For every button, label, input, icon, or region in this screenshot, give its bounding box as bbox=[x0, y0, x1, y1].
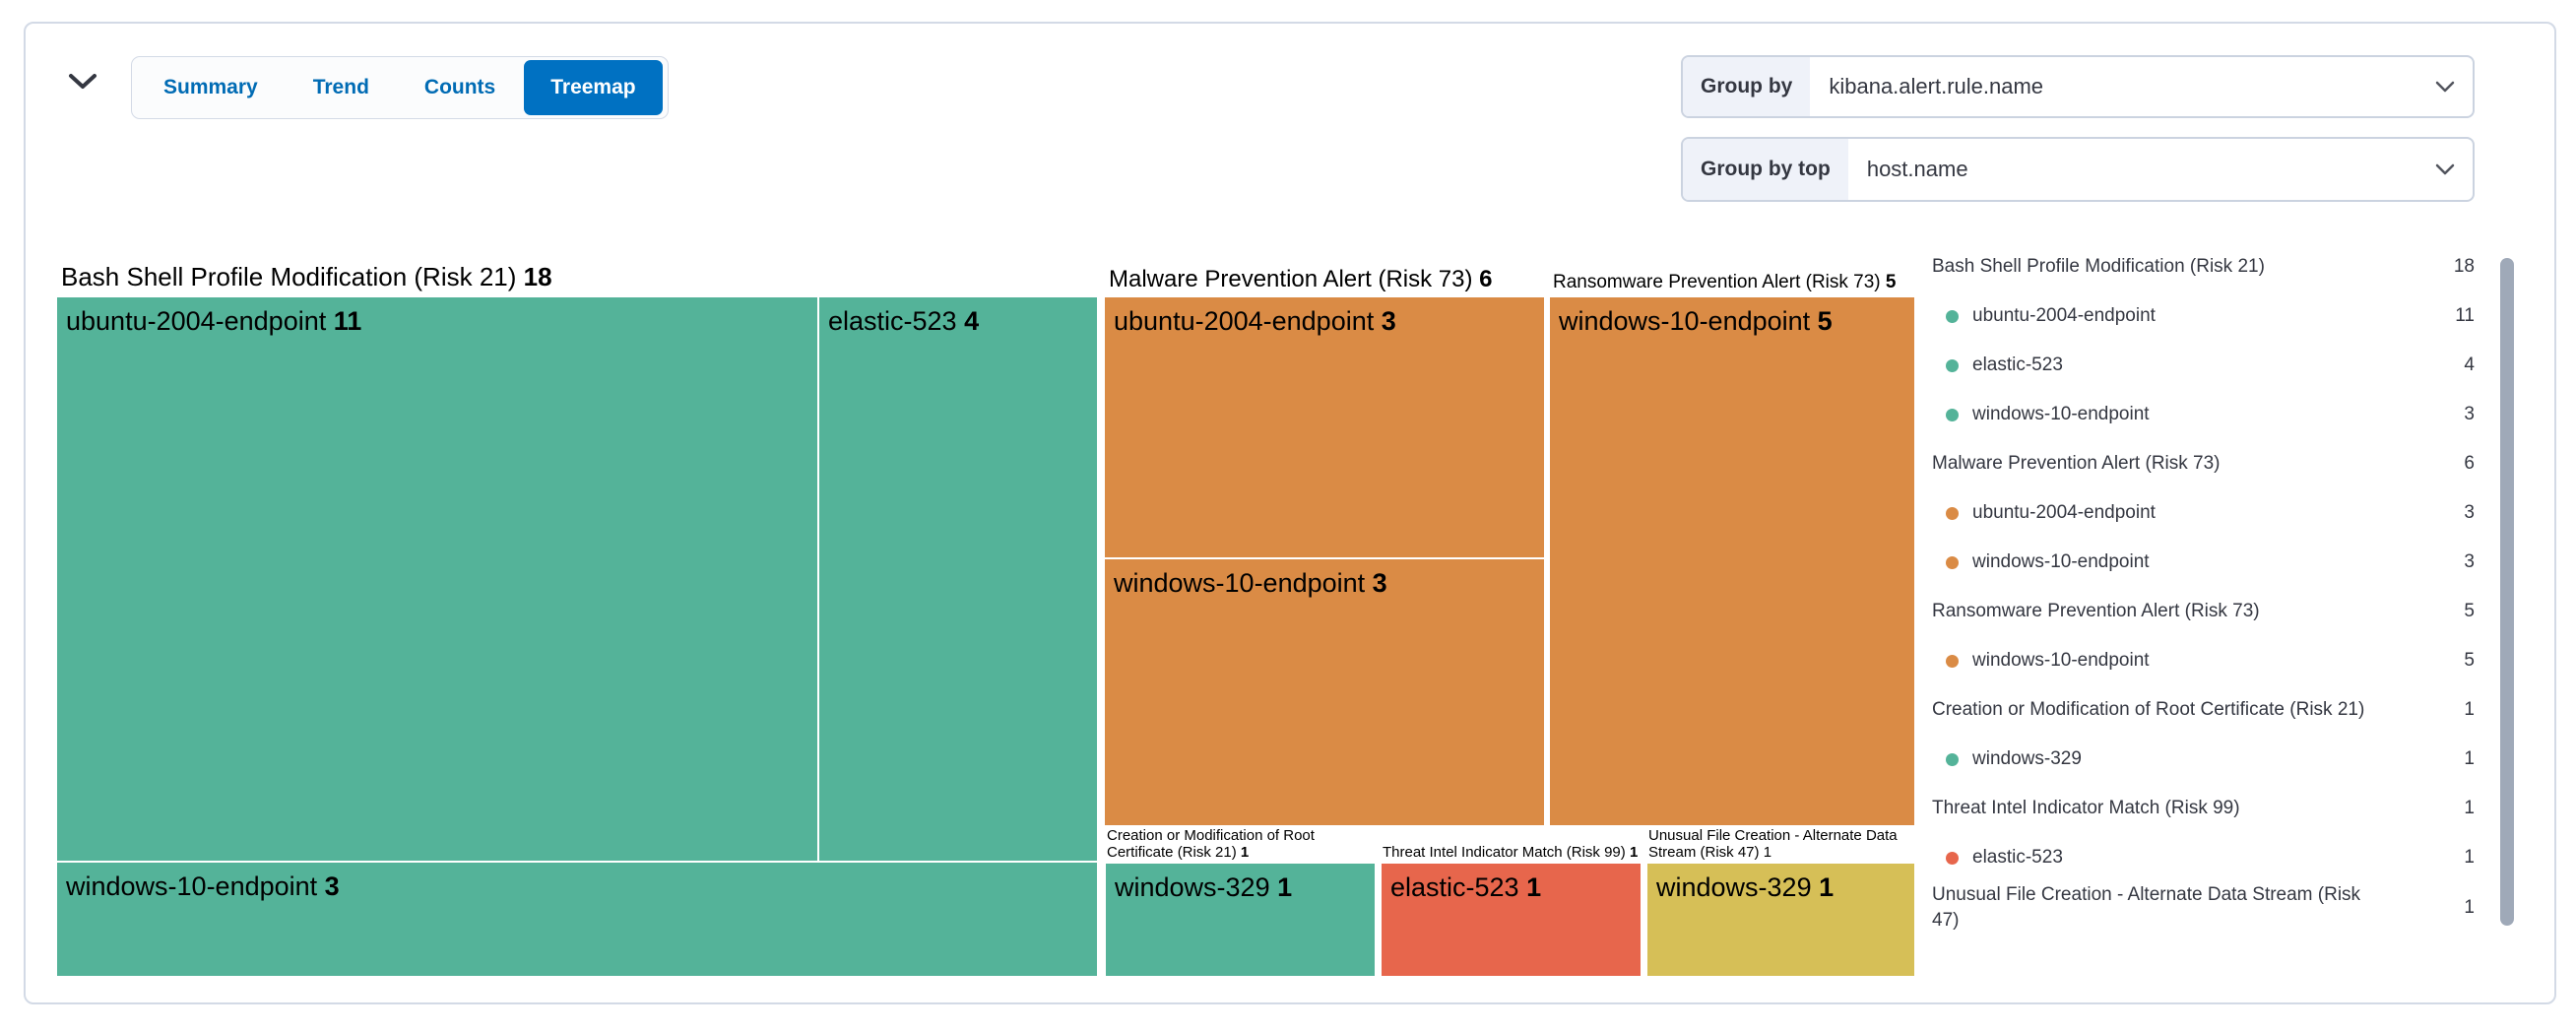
legend-color-dot bbox=[1946, 309, 1959, 323]
treemap-tile-label: windows-329 1 bbox=[1656, 872, 1835, 902]
legend-label: elastic-523 bbox=[1972, 847, 2063, 869]
tab-treemap[interactable]: Treemap bbox=[524, 60, 663, 115]
treemap-tile-label: windows-10-endpoint 3 bbox=[66, 871, 340, 901]
legend-group-header[interactable]: Bash Shell Profile Modification (Risk 21… bbox=[1932, 242, 2475, 291]
legend-color-dot bbox=[1946, 654, 1959, 668]
legend-label: ubuntu-2004-endpoint bbox=[1972, 502, 2156, 524]
treemap-tile[interactable]: ubuntu-2004-endpoint 3 bbox=[1105, 297, 1544, 557]
chevron-down-icon bbox=[66, 73, 99, 96]
group-by-top-label: Group by top bbox=[1683, 139, 1848, 200]
group-by-select[interactable]: Group by kibana.alert.rule.name bbox=[1681, 55, 2475, 118]
legend-label: Threat Intel Indicator Match (Risk 99) bbox=[1932, 798, 2240, 819]
tab-counts[interactable]: Counts bbox=[398, 60, 522, 115]
treemap-group-header[interactable]: Bash Shell Profile Modification (Risk 21… bbox=[61, 262, 552, 291]
treemap-tile-label: windows-10-endpoint 5 bbox=[1559, 306, 1833, 336]
legend-scrollbar-thumb[interactable] bbox=[2500, 258, 2514, 926]
legend-color-dot bbox=[1946, 555, 1959, 569]
treemap-group-header[interactable]: Creation or Modification of Root Certifi… bbox=[1107, 827, 1315, 862]
treemap-tile-label: elastic-523 4 bbox=[828, 306, 980, 336]
group-by-value: kibana.alert.rule.name bbox=[1829, 74, 2044, 98]
treemap-tile[interactable]: elastic-523 1 bbox=[1382, 864, 1641, 976]
legend-count: 11 bbox=[2455, 305, 2475, 326]
legend-label: elastic-523 bbox=[1972, 355, 2063, 376]
legend-group-header[interactable]: Ransomware Prevention Alert (Risk 73) 5 bbox=[1932, 587, 2475, 636]
treemap-group-header[interactable]: Ransomware Prevention Alert (Risk 73) 5 bbox=[1553, 272, 1897, 292]
legend-color-dot bbox=[1946, 358, 1959, 372]
chevron-down-icon bbox=[2433, 79, 2457, 95]
legend-item[interactable]: ubuntu-2004-endpoint 3 bbox=[1932, 488, 2475, 538]
legend-label: Unusual File Creation - Alternate Data S… bbox=[1932, 884, 2361, 931]
legend-color-dot bbox=[1946, 408, 1959, 421]
legend-count: 3 bbox=[2464, 551, 2475, 572]
group-by-top-value: host.name bbox=[1866, 157, 1968, 181]
legend-item[interactable]: elastic-523 4 bbox=[1932, 341, 2475, 390]
legend-label: Ransomware Prevention Alert (Risk 73) bbox=[1932, 601, 2260, 622]
legend-count: 6 bbox=[2464, 453, 2475, 474]
legend-count: 1 bbox=[2464, 699, 2475, 720]
legend-item[interactable]: windows-10-endpoint 3 bbox=[1932, 390, 2475, 439]
treemap-tile[interactable]: windows-10-endpoint 5 bbox=[1550, 297, 1914, 825]
legend-count: 1 bbox=[2464, 748, 2475, 769]
treemap-tile-label: ubuntu-2004-endpoint 11 bbox=[66, 306, 362, 336]
legend-label: windows-10-endpoint bbox=[1972, 404, 2150, 425]
treemap-group-header[interactable]: Unusual File Creation - Alternate Data S… bbox=[1648, 827, 1898, 862]
legend-item[interactable]: elastic-523 1 bbox=[1932, 833, 2475, 882]
legend-color-dot bbox=[1946, 752, 1959, 766]
legend-item[interactable]: ubuntu-2004-endpoint 11 bbox=[1932, 291, 2475, 341]
treemap-tile[interactable]: windows-329 1 bbox=[1647, 864, 1914, 976]
legend-group-header[interactable]: Malware Prevention Alert (Risk 73) 6 bbox=[1932, 439, 2475, 488]
legend-count: 18 bbox=[2453, 256, 2475, 277]
legend-count: 4 bbox=[2464, 355, 2475, 375]
treemap-tile-label: windows-10-endpoint 3 bbox=[1114, 568, 1387, 598]
collapse-toggle-button[interactable] bbox=[59, 61, 106, 104]
treemap-tile[interactable]: windows-329 1 bbox=[1106, 864, 1375, 976]
chevron-down-icon bbox=[2433, 161, 2457, 177]
legend-label: windows-329 bbox=[1972, 748, 2082, 770]
legend-group-header[interactable]: Unusual File Creation - Alternate Data S… bbox=[1932, 882, 2475, 933]
legend-label: Bash Shell Profile Modification (Risk 21… bbox=[1932, 256, 2265, 278]
legend-count: 1 bbox=[2464, 896, 2475, 918]
legend-label: windows-10-endpoint bbox=[1972, 551, 2150, 573]
tab-trend[interactable]: Trend bbox=[287, 60, 396, 115]
tab-summary[interactable]: Summary bbox=[137, 60, 285, 115]
treemap-tile[interactable]: ubuntu-2004-endpoint 11 bbox=[57, 297, 817, 861]
legend-label: Creation or Modification of Root Certifi… bbox=[1932, 699, 2365, 721]
group-by-label: Group by bbox=[1683, 57, 1811, 116]
treemap-tile-label: windows-329 1 bbox=[1115, 872, 1293, 902]
treemap-tile[interactable]: windows-10-endpoint 3 bbox=[57, 863, 1097, 976]
legend-count: 3 bbox=[2464, 404, 2475, 424]
legend-count: 1 bbox=[2464, 798, 2475, 818]
treemap-tile-label: ubuntu-2004-endpoint 3 bbox=[1114, 306, 1396, 336]
treemap-group-header[interactable]: Threat Intel Indicator Match (Risk 99) 1 bbox=[1383, 844, 1639, 861]
legend-label: windows-10-endpoint bbox=[1972, 650, 2150, 672]
legend-label: Malware Prevention Alert (Risk 73) bbox=[1932, 453, 2221, 475]
legend-count: 5 bbox=[2464, 650, 2475, 671]
legend-group-header[interactable]: Threat Intel Indicator Match (Risk 99) 1 bbox=[1932, 784, 2475, 833]
group-by-top-select[interactable]: Group by top host.name bbox=[1681, 137, 2475, 202]
treemap-legend: Bash Shell Profile Modification (Risk 21… bbox=[1932, 242, 2475, 933]
treemap-tile[interactable]: elastic-523 4 bbox=[819, 297, 1097, 861]
treemap-group-header[interactable]: Malware Prevention Alert (Risk 73) 6 bbox=[1109, 266, 1493, 292]
legend-count: 5 bbox=[2464, 601, 2475, 621]
legend-item[interactable]: windows-10-endpoint 3 bbox=[1932, 538, 2475, 587]
legend-item[interactable]: windows-10-endpoint 5 bbox=[1932, 636, 2475, 685]
legend-group-header[interactable]: Creation or Modification of Root Certifi… bbox=[1932, 685, 2475, 735]
legend-label: ubuntu-2004-endpoint bbox=[1972, 305, 2156, 327]
legend-item[interactable]: windows-329 1 bbox=[1932, 735, 2475, 784]
treemap-tile-label: elastic-523 1 bbox=[1390, 872, 1542, 902]
treemap-tile[interactable]: windows-10-endpoint 3 bbox=[1105, 559, 1544, 825]
legend-count: 3 bbox=[2464, 502, 2475, 523]
legend-color-dot bbox=[1946, 506, 1959, 520]
legend-count: 1 bbox=[2464, 847, 2475, 868]
view-tab-group: Summary Trend Counts Treemap bbox=[131, 56, 669, 119]
legend-color-dot bbox=[1946, 851, 1959, 865]
